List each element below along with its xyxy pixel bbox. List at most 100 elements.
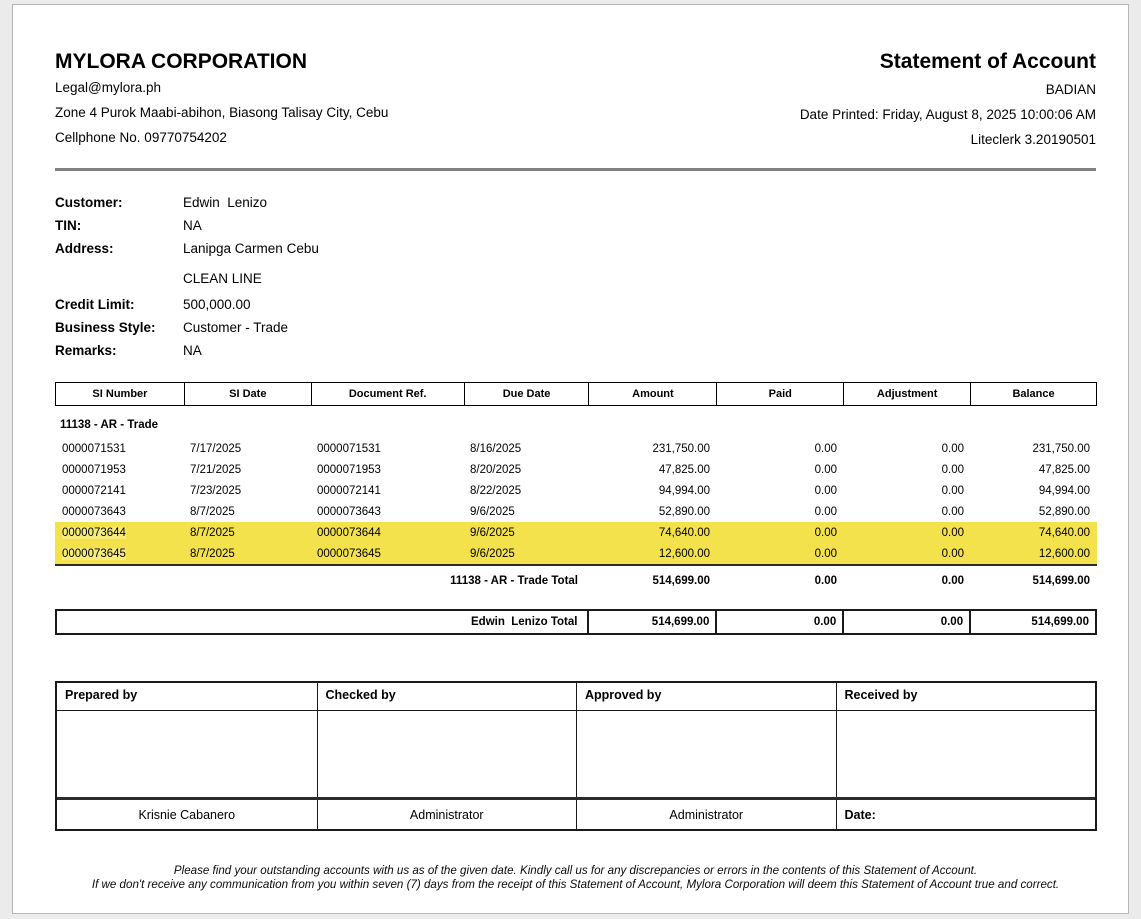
- soa-table: SI Number SI Date Document Ref. Due Date…: [55, 382, 1097, 635]
- sig-space-prepared: [57, 711, 317, 797]
- footer-line-1: Please find your outstanding accounts wi…: [173, 864, 978, 877]
- col-header-si-date: SI Date: [183, 383, 311, 405]
- cell-paid: 0.00: [814, 526, 837, 539]
- group-total-amount: 514,699.00: [652, 575, 710, 587]
- cell-document-ref: 0000072141: [317, 484, 381, 497]
- col-header-document-ref: Document Ref.: [310, 383, 464, 405]
- cell-si-number: 0000072141: [62, 484, 126, 497]
- cell-due-date: 9/6/2025: [470, 547, 515, 560]
- cell-due-date: 9/6/2025: [470, 505, 515, 518]
- sig-name-approved-by: Administrator: [576, 800, 836, 829]
- signature-table: Prepared by Checked by Approved by Recei…: [55, 681, 1097, 831]
- sig-space-approved: [576, 711, 836, 797]
- customer-info: Customer: Edwin Lenizo TIN: NA Address: …: [55, 191, 1096, 362]
- cell-adjustment: 0.00: [941, 505, 964, 518]
- sig-space-checked: [316, 711, 577, 797]
- cell-document-ref: 0000071953: [317, 463, 381, 476]
- software-version: Liteclerk 3.20190501: [970, 132, 1096, 147]
- table-bottom-rule: [55, 564, 1097, 566]
- cell-adjustment: 0.00: [941, 463, 964, 476]
- account-group-label: 11138 - AR - Trade: [60, 419, 159, 431]
- cell-si-date: 8/7/2025: [190, 526, 235, 539]
- customer-info-label: Customer:: [55, 195, 123, 210]
- cell-si-date: 7/23/2025: [190, 484, 242, 497]
- cell-amount: 74,640.00: [658, 526, 710, 539]
- document-header: MYLORA CORPORATION Legal@mylora.ph Zone …: [55, 49, 1096, 152]
- cell-balance: 94,994.00: [1038, 484, 1090, 497]
- company-email: Legal@mylora.ph: [55, 80, 162, 95]
- customer-total-balance: 514,699.00: [969, 611, 1095, 633]
- col-header-paid: Paid: [716, 383, 843, 405]
- group-total-balance: 514,699.00: [1032, 575, 1090, 587]
- table-body: 0000071531 7/17/2025 0000071531 8/16/202…: [55, 438, 1097, 564]
- sig-header-prepared-by: Prepared by: [65, 688, 138, 702]
- company-phone: Cellphone No. 09770754202: [55, 130, 227, 145]
- customer-info-row: Credit Limit: 500,000.00: [55, 293, 1096, 316]
- cell-amount: 47,825.00: [658, 463, 710, 476]
- cell-document-ref: 0000073643: [317, 505, 381, 518]
- customer-info-value: 500,000.00: [183, 297, 251, 312]
- cell-balance: 74,640.00: [1038, 526, 1090, 539]
- cell-paid: 0.00: [814, 505, 837, 518]
- customer-total-amount: 514,699.00: [587, 611, 715, 633]
- customer-info-row: TIN: NA: [55, 214, 1096, 237]
- customer-info-value: Edwin Lenizo: [183, 195, 268, 210]
- branch-name: BADIAN: [1045, 82, 1096, 97]
- customer-info-row: Remarks: NA: [55, 339, 1096, 362]
- cell-due-date: 9/6/2025: [470, 526, 515, 539]
- customer-info-value: NA: [183, 343, 202, 358]
- customer-info-row: Business Style: Customer - Trade: [55, 316, 1096, 339]
- invoice-row: 0000071953 7/21/2025 0000071953 8/20/202…: [55, 459, 1097, 480]
- group-total-label: 11138 - AR - Trade Total: [450, 575, 578, 587]
- cell-si-date: 8/7/2025: [190, 547, 235, 560]
- company-block: MYLORA CORPORATION Legal@mylora.ph Zone …: [55, 49, 388, 152]
- cell-si-number: 0000073645: [62, 547, 126, 560]
- col-header-si-number: SI Number: [92, 388, 148, 400]
- cell-document-ref: 0000073644: [317, 526, 381, 539]
- cell-due-date: 8/20/2025: [470, 463, 522, 476]
- sig-header-approved-by: Approved by: [576, 683, 836, 710]
- col-header-balance: Balance: [970, 383, 1096, 405]
- footer-notice: Please find your outstanding accounts wi…: [55, 864, 1096, 892]
- document-title: Statement of Account: [879, 50, 1096, 73]
- company-address: Zone 4 Purok Maabi-abihon, Biasong Talis…: [55, 105, 389, 120]
- cell-amount: 52,890.00: [658, 505, 710, 518]
- cell-si-date: 7/17/2025: [190, 442, 242, 455]
- cell-si-date: 8/7/2025: [190, 505, 235, 518]
- customer-total-adjustment: 0.00: [842, 611, 969, 633]
- date-printed: Date Printed: Friday, August 8, 2025 10:…: [799, 107, 1096, 122]
- signature-space-row: [57, 711, 1095, 797]
- cell-paid: 0.00: [814, 442, 837, 455]
- cell-due-date: 8/22/2025: [470, 484, 522, 497]
- cell-si-date: 7/21/2025: [190, 463, 242, 476]
- sig-name-checked-by: Administrator: [316, 800, 577, 829]
- group-total-row: 11138 - AR - Trade Total 514,699.00 0.00…: [55, 566, 1097, 590]
- customer-info-label: [55, 267, 183, 290]
- document-meta-block: Statement of Account BADIAN Date Printed…: [800, 49, 1096, 152]
- cell-balance: 231,750.00: [1032, 442, 1090, 455]
- cell-amount: 94,994.00: [658, 484, 710, 497]
- footer-line-2: If we don't receive any communication fr…: [91, 878, 1060, 891]
- header-divider: [55, 168, 1096, 171]
- sig-name-prepared-by: Krisnie Cabanero: [138, 807, 236, 822]
- cell-si-number: 0000073644: [62, 526, 126, 539]
- invoice-row: 0000071531 7/17/2025 0000071531 8/16/202…: [55, 438, 1097, 459]
- col-header-amount: Amount: [588, 383, 716, 405]
- cell-balance: 12,600.00: [1038, 547, 1090, 560]
- cell-amount: 231,750.00: [652, 442, 710, 455]
- cell-balance: 52,890.00: [1038, 505, 1090, 518]
- customer-info-row: CLEAN LINE: [55, 267, 1096, 290]
- cell-due-date: 8/16/2025: [470, 442, 522, 455]
- customer-info-label: Address:: [55, 241, 114, 256]
- cell-document-ref: 0000073645: [317, 547, 381, 560]
- col-header-adjustment: Adjustment: [843, 383, 970, 405]
- invoice-row: 0000072141 7/23/2025 0000072141 8/22/202…: [55, 480, 1097, 501]
- cell-balance: 47,825.00: [1038, 463, 1090, 476]
- customer-total-paid: 0.00: [715, 611, 842, 633]
- cell-document-ref: 0000071531: [317, 442, 381, 455]
- sig-header-received-by: Received by: [835, 683, 1096, 710]
- customer-info-label: Business Style:: [55, 320, 156, 335]
- customer-total-label: Edwin Lenizo Total: [471, 616, 578, 628]
- sig-header-checked-by: Checked by: [316, 683, 577, 710]
- signature-names-row: Krisnie Cabanero Administrator Administr…: [57, 797, 1095, 829]
